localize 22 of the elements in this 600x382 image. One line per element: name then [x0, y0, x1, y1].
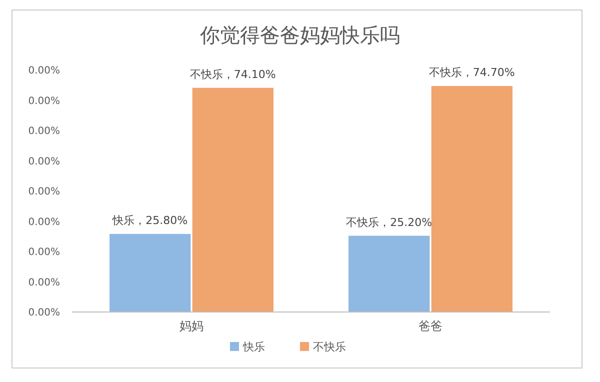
bar [192, 88, 274, 312]
data-label: 快乐，25.80% [112, 214, 188, 227]
x-tick-label: 妈妈 [180, 319, 204, 333]
text: 0.00% [28, 96, 60, 107]
data-label: 不快乐，74.10% [190, 68, 276, 81]
text: 0.00% [28, 156, 60, 168]
text: 0.00% [28, 66, 60, 76]
bar [110, 234, 191, 312]
legend-label: 不快乐 [313, 340, 346, 354]
x-tick-label: 爸爸 [418, 319, 442, 333]
text: 0.00% [28, 277, 60, 288]
data-label: 不快乐，25.20% [346, 216, 432, 229]
bar [348, 236, 430, 312]
bar [431, 86, 512, 312]
data-label: 不快乐，74.70% [428, 66, 515, 79]
text: 0.00% [28, 247, 60, 258]
text: 0.00% [28, 126, 60, 137]
legend-label: 快乐 [242, 340, 265, 354]
text: 0.00% [28, 308, 60, 318]
text: 0.00% [28, 216, 60, 228]
text: 0.00% [28, 186, 60, 198]
chart-title: 你觉得爸爸妈妈快乐吗 [199, 23, 400, 47]
